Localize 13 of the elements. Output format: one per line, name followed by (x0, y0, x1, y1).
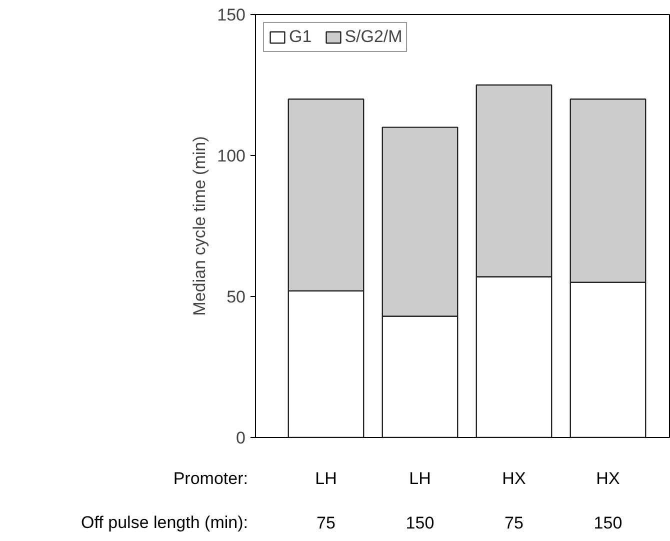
text: Promoter: (173, 469, 248, 488)
y-axis-title: Median cycle time (min) (190, 136, 210, 316)
legend-label: G1 (289, 27, 312, 47)
legend-label: S/G2/M (344, 27, 402, 47)
y-tick-label: 100 (217, 146, 246, 166)
category-label: HX 150 (594, 469, 622, 532)
y-tick-label: 0 (236, 428, 246, 448)
y-tick-label: 150 (217, 6, 246, 24)
category-label: LH 150 (406, 469, 434, 532)
category-label: HX 75 (502, 469, 526, 532)
y-tick-label: 50 (226, 288, 246, 306)
category-label: LH 75 (315, 469, 337, 532)
text: Off pulse length (min): (81, 513, 248, 532)
